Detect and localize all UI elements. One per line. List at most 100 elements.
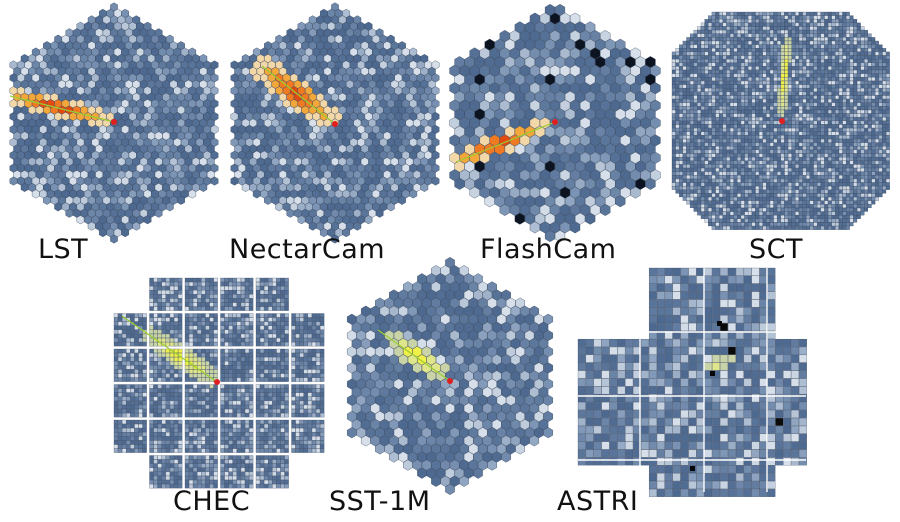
- camera-pixel: [856, 135, 861, 140]
- camera-pixel: [748, 128, 752, 132]
- camera-pixel: [802, 73, 807, 78]
- camera-pixel: [886, 178, 890, 183]
- camera-pixel: [766, 77, 771, 81]
- camera-pixel: [762, 29, 767, 34]
- camera-pixel: [689, 37, 694, 42]
- camera-pixel: [697, 193, 702, 198]
- camera-pixel: [733, 106, 738, 111]
- camera-pixel: [729, 171, 734, 176]
- camera-pixel: [882, 138, 887, 143]
- camera-pixel: [733, 98, 738, 103]
- camera-pixel: [689, 160, 694, 165]
- camera-pixel: [798, 15, 803, 20]
- camera-pixel: [780, 128, 785, 132]
- camera-pixel: [700, 117, 705, 121]
- camera-pixel: [827, 51, 832, 56]
- camera-pixel: [758, 178, 763, 183]
- camera-pixel: [842, 175, 847, 179]
- camera-pixel: [860, 153, 865, 158]
- camera-pixel: [820, 182, 825, 187]
- camera-pixel: [809, 102, 814, 107]
- camera-pixel: [722, 142, 727, 147]
- camera-pixel: [740, 33, 745, 38]
- camera-pixel: [686, 131, 691, 136]
- camera-pixel: [715, 59, 720, 63]
- camera-pixel: [755, 106, 760, 111]
- camera-pixel: [864, 175, 869, 179]
- camera-pixel: [820, 149, 825, 154]
- camera-pixel: [729, 106, 734, 111]
- camera-pixel: [689, 51, 694, 56]
- camera-pixel: [700, 204, 705, 209]
- camera-pixel: [827, 80, 832, 85]
- camera-pixel: [788, 196, 792, 201]
- camera-pixel: [824, 109, 829, 114]
- camera-pixel: [773, 44, 778, 49]
- camera-pixel: [791, 135, 796, 140]
- camera-pixel: [791, 131, 796, 136]
- camera-pixel: [740, 117, 745, 121]
- camera-pixel: [798, 106, 803, 111]
- camera-pixel: [708, 178, 712, 183]
- camera-pixel: [671, 88, 676, 92]
- camera-pixel: [686, 149, 691, 154]
- camera-pixel: [791, 142, 796, 147]
- camera-pixel: [755, 40, 760, 45]
- camera-pixel: [791, 193, 796, 198]
- camera-pixel: [831, 196, 836, 201]
- camera-pixel: [838, 153, 843, 158]
- camera-pixel: [882, 106, 887, 111]
- camera-pixel: [817, 157, 821, 161]
- camera-pixel: [766, 131, 771, 136]
- camera-pixel: [867, 109, 872, 114]
- camera-pixel: [704, 91, 709, 96]
- camera-pixel: [842, 40, 847, 45]
- camera-pixel: [711, 51, 716, 56]
- camera-pixel: [846, 22, 850, 27]
- camera-pixel: [689, 113, 694, 118]
- camera-pixel: [704, 102, 709, 107]
- camera-pixel: [871, 84, 876, 89]
- camera-pixel: [817, 91, 821, 96]
- camera-pixel: [755, 124, 760, 129]
- camera-pixel: [860, 80, 865, 85]
- camera-pixel: [878, 106, 883, 111]
- camera-pixel: [856, 117, 861, 121]
- camera-pixel: [849, 15, 854, 20]
- camera-pixel: [878, 117, 883, 121]
- camera-pixel: [154, 208, 163, 218]
- camera-pixel: [882, 135, 887, 140]
- camera-pixel: [762, 44, 767, 49]
- camera-pixel: [708, 149, 712, 154]
- camera-pixel: [853, 160, 858, 165]
- camera-pixel: [882, 160, 887, 165]
- camera-pixel: [751, 182, 756, 187]
- camera-pixel: [729, 48, 734, 52]
- camera-pixel: [813, 142, 818, 147]
- camera-pixel: [860, 175, 865, 179]
- camera-pixel: [842, 84, 847, 89]
- camera-pixel: [780, 66, 785, 71]
- camera-pixel: [737, 80, 741, 85]
- camera-pixel: [671, 113, 676, 118]
- camera-pixel: [831, 135, 836, 140]
- camera-pixel: [675, 146, 680, 150]
- camera-pixel: [849, 33, 854, 38]
- camera-pixel: [856, 146, 861, 150]
- camera-pixel: [853, 22, 858, 27]
- camera-pixel: [715, 131, 720, 136]
- camera-pixel: [766, 11, 771, 16]
- camera-pixel: [780, 51, 785, 56]
- camera-pixel: [671, 102, 676, 107]
- camera-pixel: [773, 142, 778, 147]
- camera-pixel: [871, 157, 876, 161]
- camera-pixel: [708, 189, 712, 194]
- camera-pixel: [835, 175, 840, 179]
- camera-pixel: [795, 193, 800, 198]
- camera-pixel: [704, 59, 709, 63]
- camera-pixel: [671, 175, 676, 179]
- camera-pixel: [835, 84, 840, 89]
- camera-pixel: [835, 69, 840, 74]
- camera-pixel: [748, 135, 752, 140]
- camera-pixel: [740, 44, 745, 49]
